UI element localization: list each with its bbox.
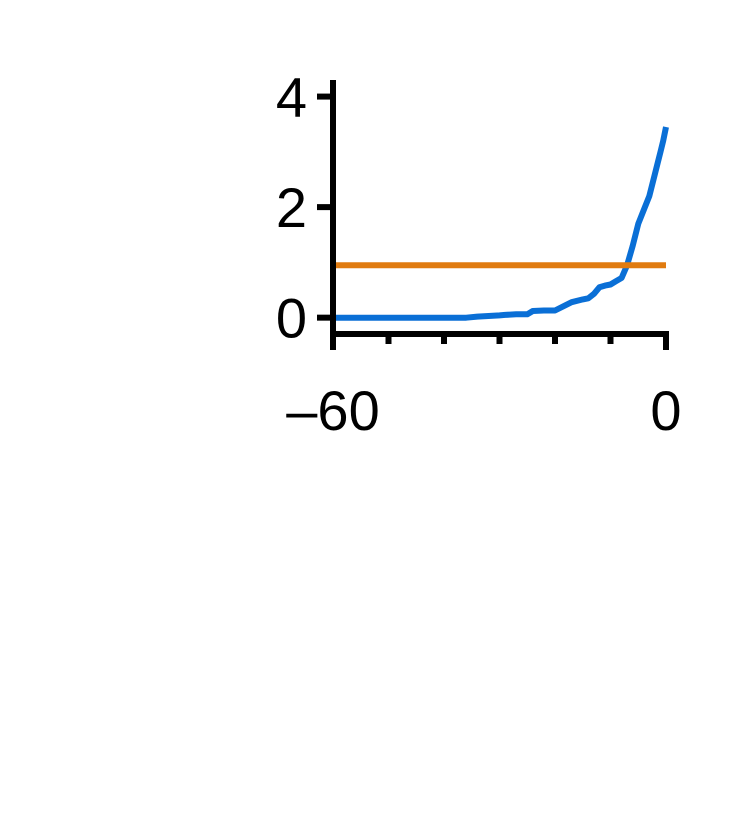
axes-layer [317,80,669,350]
y-tick-label: 4 [276,66,307,129]
series-line-blue [333,126,669,321]
y-tick-label: 2 [276,176,307,239]
series-layer [333,126,669,321]
x-tick-label: –60 [286,379,379,442]
tick-labels-layer: 0 2 4 –60 0 [276,66,682,442]
x-tick-label: 0 [650,379,681,442]
y-tick-label: 0 [276,287,307,350]
